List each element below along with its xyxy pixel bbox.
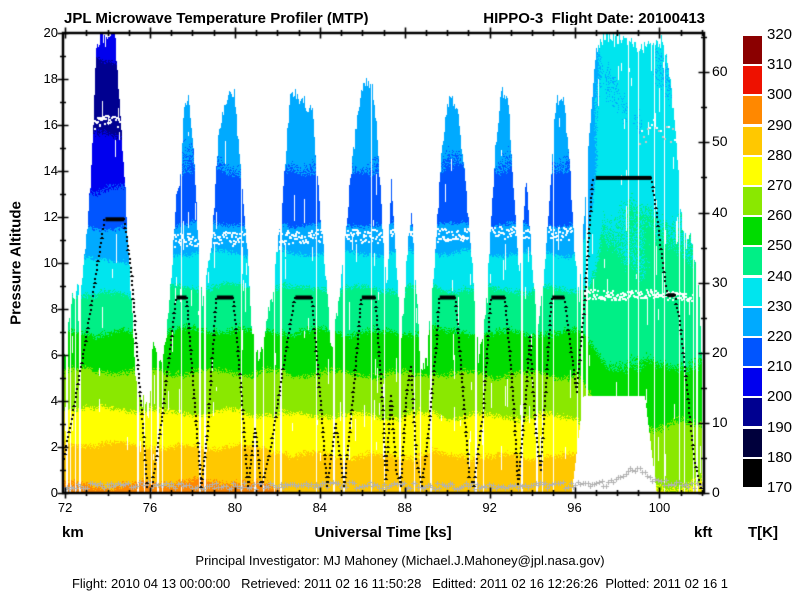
- colorbar-tick-label: 280: [767, 146, 793, 164]
- colorbar-tick-label: 210: [767, 358, 793, 376]
- x-tick-label: 72: [57, 500, 73, 515]
- colorbar-segment: [743, 308, 762, 336]
- colorbar-tick-label: 260: [767, 207, 793, 225]
- x-tick-label: 92: [482, 500, 497, 515]
- colorbar-segment: [743, 157, 762, 185]
- colorbar-tick-label: 200: [767, 388, 793, 406]
- x-tick-label: 88: [397, 500, 412, 515]
- km-tick-label: 6: [50, 347, 58, 362]
- colorbar-segment: [743, 429, 762, 457]
- right-axis-unit: kft: [694, 524, 713, 541]
- colorbar-segment: [743, 96, 762, 124]
- colorbar-segment: [743, 247, 762, 275]
- x-tick-label: 80: [227, 500, 243, 515]
- colorbar-segment: [743, 398, 762, 426]
- kft-tick-label: 20: [712, 343, 728, 360]
- km-tick-label: 16: [43, 117, 58, 132]
- colorbar-tick-label: 220: [767, 328, 793, 345]
- colorbar-segment: [743, 187, 762, 215]
- footer-timestamps: Flight: 2010 04 13 00:00:00 Retrieved: 2…: [71, 576, 729, 591]
- colorbar-unit: T[K]: [748, 524, 778, 541]
- colorbar-tick-label: 180: [767, 448, 793, 466]
- x-tick-label: 96: [567, 500, 582, 515]
- colorbar-tick-label: 270: [767, 177, 793, 194]
- km-tick-label: 14: [43, 163, 58, 178]
- km-tick-label: 2: [50, 439, 58, 454]
- colorbar-tick-label: 250: [767, 237, 793, 255]
- km-tick-label: 4: [50, 393, 58, 408]
- colorbar-segment: [743, 127, 762, 155]
- colorbar-segment: [743, 368, 762, 396]
- footer-principal-investigator: Principal Investigator: MJ Mahoney (Mich…: [195, 553, 605, 568]
- colorbar-tick-label: 320: [767, 26, 793, 43]
- colorbar-segment: [743, 66, 762, 94]
- flight-title: HIPPO-3 Flight Date: 20100413: [483, 10, 705, 27]
- x-axis-label: Universal Time [ks]: [314, 524, 452, 541]
- km-tick-label: 8: [50, 301, 58, 316]
- colorbar-segment: [743, 217, 762, 245]
- curtain-plot-canvas: [55, 25, 717, 506]
- km-tick-label: 18: [43, 71, 58, 86]
- colorbar-segment: [743, 459, 762, 487]
- km-tick-label: 12: [43, 209, 58, 224]
- colorbar-segment: [743, 36, 762, 64]
- km-tick-label: 0: [50, 485, 58, 500]
- kft-tick-label: 40: [712, 203, 728, 220]
- x-tick-label: 100: [648, 500, 671, 515]
- colorbar-tick-label: 310: [767, 56, 793, 74]
- left-axis-unit: km: [62, 524, 84, 541]
- colorbar-tick-label: 230: [767, 297, 793, 315]
- kft-tick-label: 60: [712, 63, 728, 80]
- plot-title: JPL Microwave Temperature Profiler (MTP): [64, 10, 369, 27]
- kft-tick-label: 30: [712, 273, 728, 290]
- colorbar-tick-label: 300: [767, 86, 793, 104]
- colorbar-tick-label: 190: [767, 418, 793, 436]
- km-tick-label: 10: [43, 255, 58, 270]
- colorbar-tick-label: 240: [767, 267, 793, 285]
- kft-tick-label: 50: [712, 133, 728, 150]
- x-tick-label: 84: [312, 500, 328, 515]
- colorbar-tick-label: 290: [767, 116, 793, 134]
- kft-tick-label: 0: [712, 484, 720, 500]
- colorbar-tick-label: 170: [767, 479, 793, 496]
- kft-tick-label: 10: [712, 413, 728, 430]
- colorbar: [743, 36, 762, 489]
- colorbar-segment: [743, 278, 762, 306]
- x-tick-label: 76: [142, 500, 158, 515]
- km-tick-label: 20: [43, 25, 58, 40]
- colorbar-segment: [743, 338, 762, 366]
